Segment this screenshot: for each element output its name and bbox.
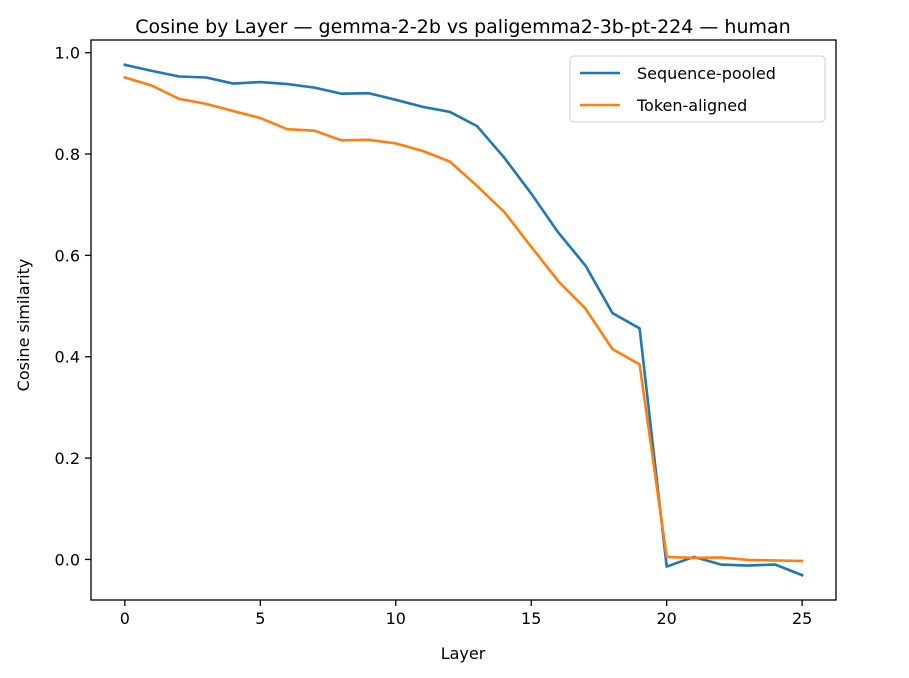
y-tick-label: 0.8 [55,145,80,164]
y-tick-label: 1.0 [55,44,80,63]
x-tick-label: 5 [255,609,265,628]
plot-area: 0 5 10 15 20 25 0.0 0.2 0.4 0.6 0.8 1.0 [55,39,837,628]
y-tick-label: 0.6 [55,246,80,265]
legend: Sequence-pooled Token-aligned [569,55,826,123]
y-axis-label: Cosine similarity [14,259,33,392]
legend-label: Sequence-pooled [637,64,776,83]
x-tick-label: 15 [521,609,541,628]
x-tick-label: 10 [386,609,406,628]
series-line-1 [123,75,804,563]
legend-box [569,55,826,123]
x-tick-label: 0 [120,609,130,628]
y-tick-label: 0.4 [55,348,80,367]
y-tick-label: 0.0 [55,550,80,569]
x-tick-label: 25 [792,609,812,628]
x-axis-label: Layer [441,644,486,663]
legend-label: Token-aligned [636,96,747,115]
axes-frame [90,39,837,601]
x-tick-label: 20 [657,609,677,628]
y-tick-label: 0.2 [55,449,80,468]
chart-title: Cosine by Layer — gemma-2-2b vs paligemm… [135,16,790,38]
series-line-0 [123,63,804,577]
